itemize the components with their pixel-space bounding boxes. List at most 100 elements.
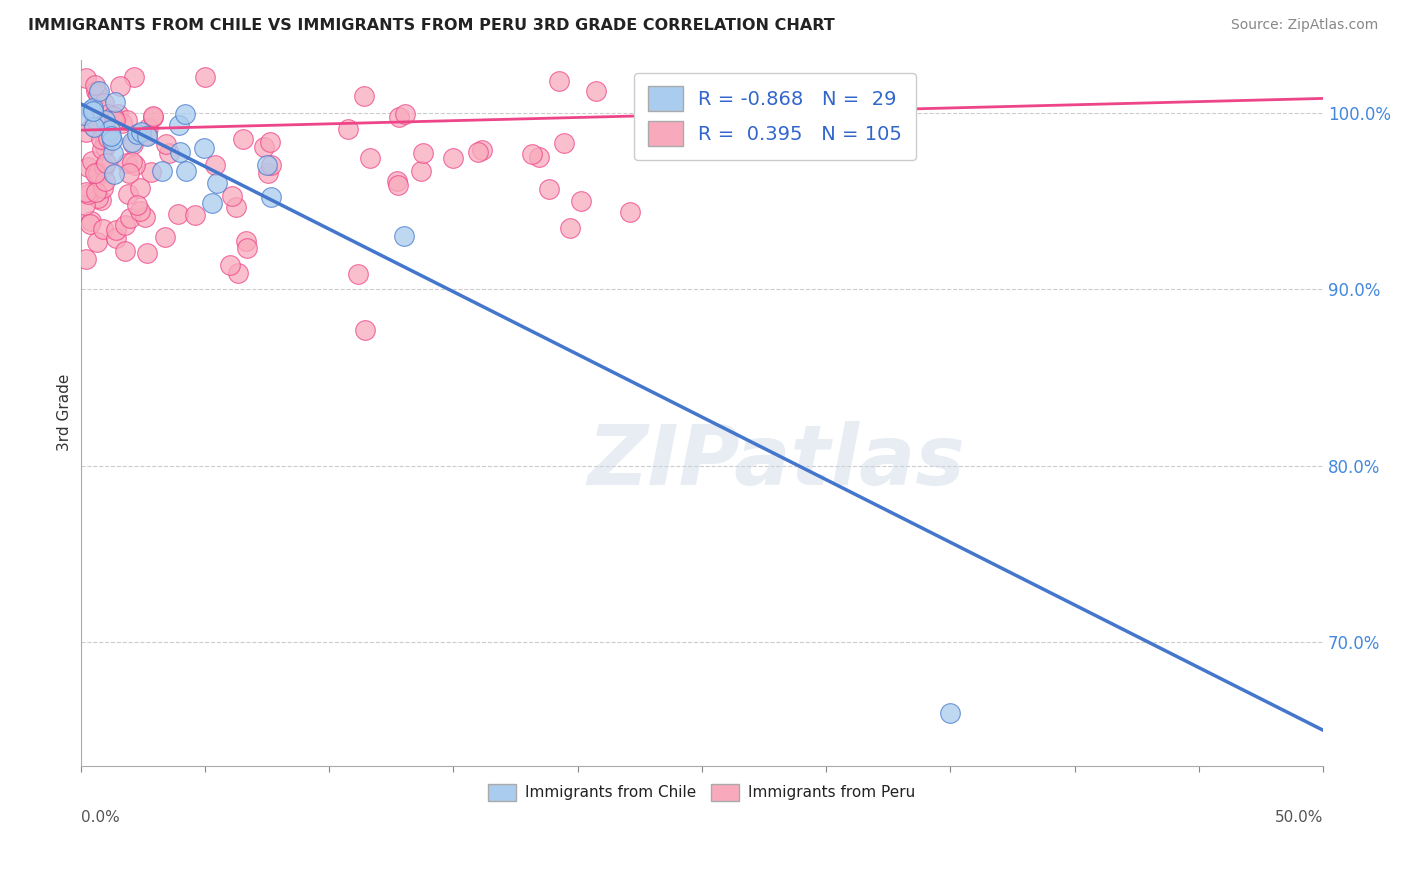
Point bbox=[169, 145, 191, 160]
Point bbox=[136, 246, 159, 260]
Point bbox=[91, 181, 114, 195]
Point bbox=[136, 120, 159, 135]
Point bbox=[98, 123, 121, 137]
Point bbox=[97, 131, 120, 145]
Point bbox=[83, 112, 105, 127]
Point bbox=[121, 136, 143, 151]
Point bbox=[104, 95, 127, 110]
Point bbox=[72, 108, 94, 122]
Point bbox=[90, 194, 112, 208]
Point bbox=[86, 235, 108, 249]
Y-axis label: 3rd Grade: 3rd Grade bbox=[58, 374, 72, 451]
Point bbox=[221, 189, 243, 203]
Point bbox=[105, 223, 128, 237]
Point bbox=[142, 110, 165, 124]
Point bbox=[201, 195, 224, 210]
Point bbox=[93, 134, 115, 148]
Point bbox=[256, 166, 278, 180]
Point bbox=[77, 160, 100, 174]
Point bbox=[84, 83, 107, 97]
Point bbox=[204, 158, 226, 172]
Point bbox=[125, 198, 148, 212]
Point bbox=[359, 151, 381, 165]
Point bbox=[87, 191, 110, 205]
Point bbox=[75, 252, 97, 266]
Point bbox=[167, 207, 190, 221]
Point bbox=[560, 221, 582, 235]
Text: 0.0%: 0.0% bbox=[80, 810, 120, 825]
Point bbox=[101, 109, 124, 123]
Point bbox=[111, 116, 134, 130]
Point bbox=[527, 150, 550, 164]
Point bbox=[139, 164, 162, 178]
Point bbox=[235, 234, 257, 248]
Point bbox=[176, 163, 198, 178]
Point bbox=[155, 137, 177, 152]
Text: ZIPatlas: ZIPatlas bbox=[588, 422, 966, 502]
Point bbox=[90, 143, 112, 157]
Point bbox=[412, 146, 434, 161]
Point bbox=[136, 128, 159, 143]
Point bbox=[97, 106, 120, 120]
Point bbox=[128, 181, 150, 195]
Point bbox=[96, 155, 118, 169]
Point bbox=[82, 120, 104, 134]
Point bbox=[76, 186, 98, 201]
Point bbox=[228, 266, 250, 280]
Point bbox=[569, 194, 592, 208]
Point bbox=[259, 135, 281, 149]
Point bbox=[174, 107, 197, 121]
Point bbox=[347, 267, 370, 281]
Point bbox=[219, 259, 242, 273]
Point bbox=[100, 133, 122, 147]
Point bbox=[681, 138, 703, 153]
Point bbox=[118, 211, 141, 225]
Point bbox=[121, 135, 143, 149]
Point bbox=[75, 185, 97, 199]
Point bbox=[80, 103, 103, 117]
Point bbox=[394, 106, 416, 120]
Point bbox=[236, 241, 259, 255]
Point bbox=[122, 70, 145, 85]
Point bbox=[388, 110, 411, 124]
Point bbox=[256, 159, 278, 173]
Point bbox=[387, 178, 409, 192]
Point bbox=[136, 128, 159, 142]
Point bbox=[108, 78, 131, 93]
Point bbox=[75, 125, 97, 139]
Point bbox=[87, 165, 110, 179]
Point bbox=[150, 163, 173, 178]
Point bbox=[105, 230, 128, 244]
Point bbox=[100, 129, 122, 144]
Point bbox=[80, 214, 103, 228]
Point bbox=[91, 222, 114, 236]
Point bbox=[103, 145, 125, 160]
Point bbox=[260, 190, 283, 204]
Point bbox=[252, 139, 274, 153]
Legend: Immigrants from Chile, Immigrants from Peru: Immigrants from Chile, Immigrants from P… bbox=[482, 778, 921, 807]
Point bbox=[118, 166, 141, 180]
Point bbox=[385, 174, 408, 188]
Point bbox=[84, 185, 107, 199]
Point bbox=[619, 205, 641, 219]
Point bbox=[520, 146, 543, 161]
Point bbox=[94, 112, 117, 127]
Point bbox=[205, 176, 228, 190]
Point bbox=[93, 160, 115, 174]
Point bbox=[117, 186, 139, 201]
Point bbox=[79, 217, 101, 231]
Point bbox=[548, 74, 571, 88]
Point bbox=[103, 167, 125, 181]
Point bbox=[129, 203, 152, 218]
Point bbox=[353, 89, 375, 103]
Point bbox=[75, 198, 97, 212]
Point bbox=[83, 78, 105, 92]
Point bbox=[225, 200, 247, 214]
Point bbox=[467, 145, 489, 160]
Point bbox=[86, 169, 108, 183]
Text: 50.0%: 50.0% bbox=[1275, 810, 1323, 825]
Point bbox=[194, 70, 217, 85]
Point bbox=[115, 113, 138, 128]
Point bbox=[232, 132, 254, 146]
Point bbox=[153, 230, 176, 244]
